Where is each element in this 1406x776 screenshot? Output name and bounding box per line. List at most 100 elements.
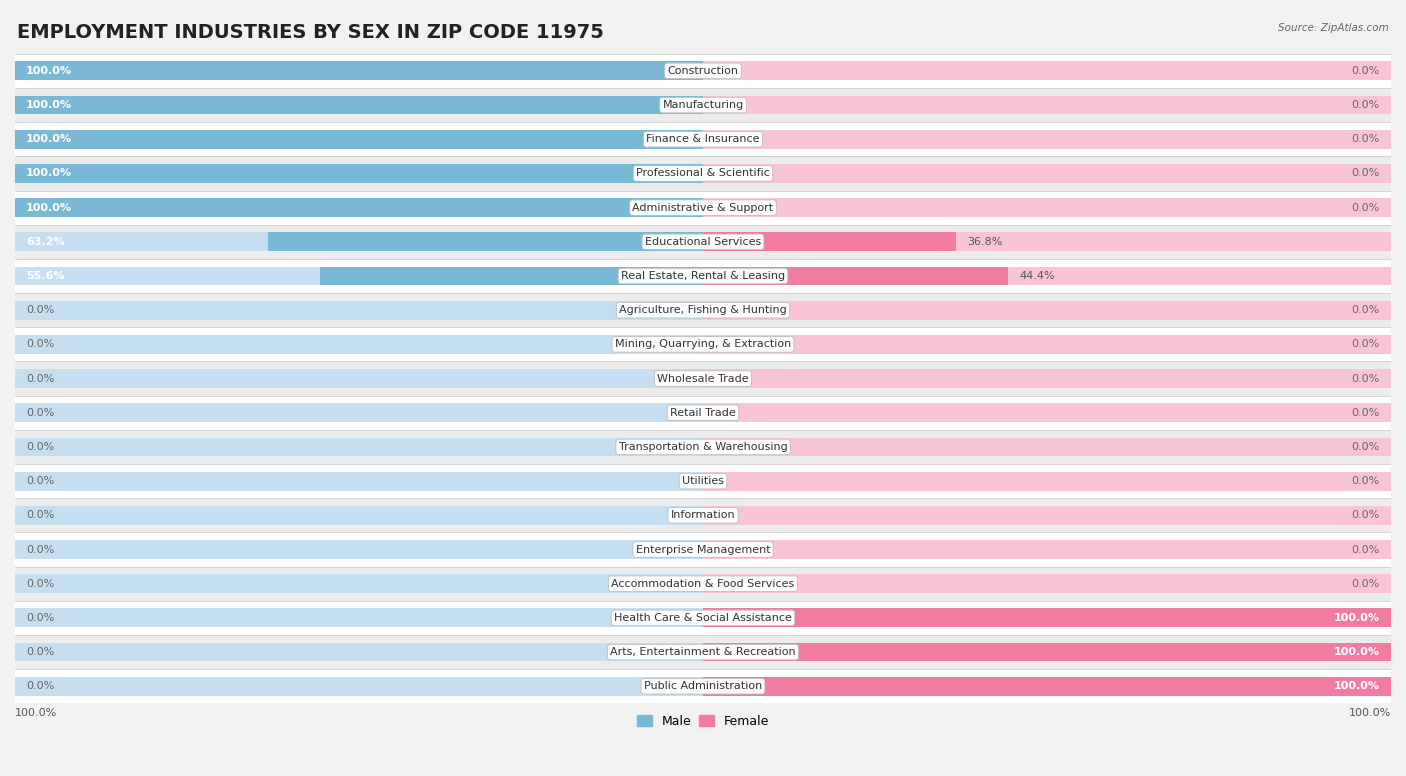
Bar (15, 362, 1391, 396)
Bar (703, 677, 1391, 695)
Bar (703, 301, 1391, 320)
Bar (15, 61, 703, 80)
Text: Arts, Entertainment & Recreation: Arts, Entertainment & Recreation (610, 647, 796, 657)
Text: Administrative & Support: Administrative & Support (633, 203, 773, 213)
Bar (15, 601, 1391, 635)
Bar (15, 301, 703, 320)
Text: Enterprise Management: Enterprise Management (636, 545, 770, 555)
Text: 0.0%: 0.0% (25, 373, 55, 383)
Bar (703, 267, 1391, 286)
Text: EMPLOYMENT INDUSTRIES BY SEX IN ZIP CODE 11975: EMPLOYMENT INDUSTRIES BY SEX IN ZIP CODE… (17, 23, 603, 42)
Text: 0.0%: 0.0% (1351, 203, 1381, 213)
Text: 0.0%: 0.0% (1351, 305, 1381, 315)
Text: Agriculture, Fishing & Hunting: Agriculture, Fishing & Hunting (619, 305, 787, 315)
Bar (15, 61, 703, 80)
Text: 0.0%: 0.0% (25, 442, 55, 452)
Bar (15, 130, 703, 149)
Bar (703, 164, 1391, 183)
Text: 100.0%: 100.0% (1334, 681, 1381, 691)
Bar (15, 430, 1391, 464)
Text: 100.0%: 100.0% (1334, 647, 1381, 657)
Text: 0.0%: 0.0% (25, 305, 55, 315)
Bar (703, 643, 1391, 661)
Text: Manufacturing: Manufacturing (662, 100, 744, 110)
Text: 100.0%: 100.0% (25, 134, 72, 144)
Text: 0.0%: 0.0% (25, 681, 55, 691)
Text: Accommodation & Food Services: Accommodation & Food Services (612, 579, 794, 589)
Bar (15, 164, 703, 183)
Bar (703, 608, 1391, 627)
Bar (15, 643, 703, 661)
Bar (15, 540, 703, 559)
Text: 0.0%: 0.0% (1351, 66, 1381, 76)
Bar (703, 608, 1391, 627)
Bar (15, 259, 1391, 293)
Bar (15, 566, 1391, 601)
Text: 0.0%: 0.0% (1351, 168, 1381, 178)
Text: 100.0%: 100.0% (25, 100, 72, 110)
Bar (703, 233, 956, 251)
Bar (15, 156, 1391, 191)
Text: 0.0%: 0.0% (1351, 134, 1381, 144)
Bar (15, 293, 1391, 327)
Bar (15, 404, 703, 422)
Bar (15, 464, 1391, 498)
Bar (15, 498, 1391, 532)
Legend: Male, Female: Male, Female (631, 710, 775, 733)
Bar (15, 267, 703, 286)
Text: 100.0%: 100.0% (25, 66, 72, 76)
Bar (15, 472, 703, 490)
Bar (15, 130, 703, 149)
Text: 0.0%: 0.0% (1351, 511, 1381, 521)
Bar (269, 233, 703, 251)
Text: 0.0%: 0.0% (25, 545, 55, 555)
Bar (703, 574, 1391, 593)
Bar (703, 335, 1391, 354)
Bar (15, 438, 703, 456)
Text: 63.2%: 63.2% (25, 237, 65, 247)
Bar (15, 198, 703, 217)
Bar (15, 164, 703, 183)
Bar (703, 233, 1391, 251)
Bar (15, 608, 703, 627)
Bar (15, 198, 703, 217)
Text: 0.0%: 0.0% (1351, 373, 1381, 383)
Bar (15, 669, 1391, 703)
Bar (703, 677, 1391, 695)
Text: Real Estate, Rental & Leasing: Real Estate, Rental & Leasing (621, 271, 785, 281)
Text: Source: ZipAtlas.com: Source: ZipAtlas.com (1278, 23, 1389, 33)
Text: Information: Information (671, 511, 735, 521)
Text: Finance & Insurance: Finance & Insurance (647, 134, 759, 144)
Bar (15, 95, 703, 115)
Text: 100.0%: 100.0% (15, 708, 58, 719)
Bar (15, 532, 1391, 566)
Bar (15, 88, 1391, 122)
Bar (15, 574, 703, 593)
Text: 0.0%: 0.0% (1351, 579, 1381, 589)
Bar (703, 61, 1391, 80)
Text: Utilities: Utilities (682, 476, 724, 486)
Bar (15, 335, 703, 354)
Bar (703, 369, 1391, 388)
Text: Transportation & Warehousing: Transportation & Warehousing (619, 442, 787, 452)
Text: 0.0%: 0.0% (25, 407, 55, 417)
Text: 0.0%: 0.0% (25, 579, 55, 589)
Bar (15, 635, 1391, 669)
Bar (15, 54, 1391, 88)
Bar (15, 233, 703, 251)
Bar (703, 404, 1391, 422)
Text: 0.0%: 0.0% (25, 613, 55, 623)
Text: 100.0%: 100.0% (1334, 613, 1381, 623)
Text: Health Care & Social Assistance: Health Care & Social Assistance (614, 613, 792, 623)
Bar (15, 369, 703, 388)
Bar (703, 643, 1391, 661)
Text: Mining, Quarrying, & Extraction: Mining, Quarrying, & Extraction (614, 339, 792, 349)
Text: Retail Trade: Retail Trade (671, 407, 735, 417)
Bar (703, 95, 1391, 115)
Text: 0.0%: 0.0% (1351, 407, 1381, 417)
Bar (703, 472, 1391, 490)
Text: 0.0%: 0.0% (25, 476, 55, 486)
Bar (703, 198, 1391, 217)
Bar (15, 191, 1391, 225)
Text: 0.0%: 0.0% (25, 511, 55, 521)
